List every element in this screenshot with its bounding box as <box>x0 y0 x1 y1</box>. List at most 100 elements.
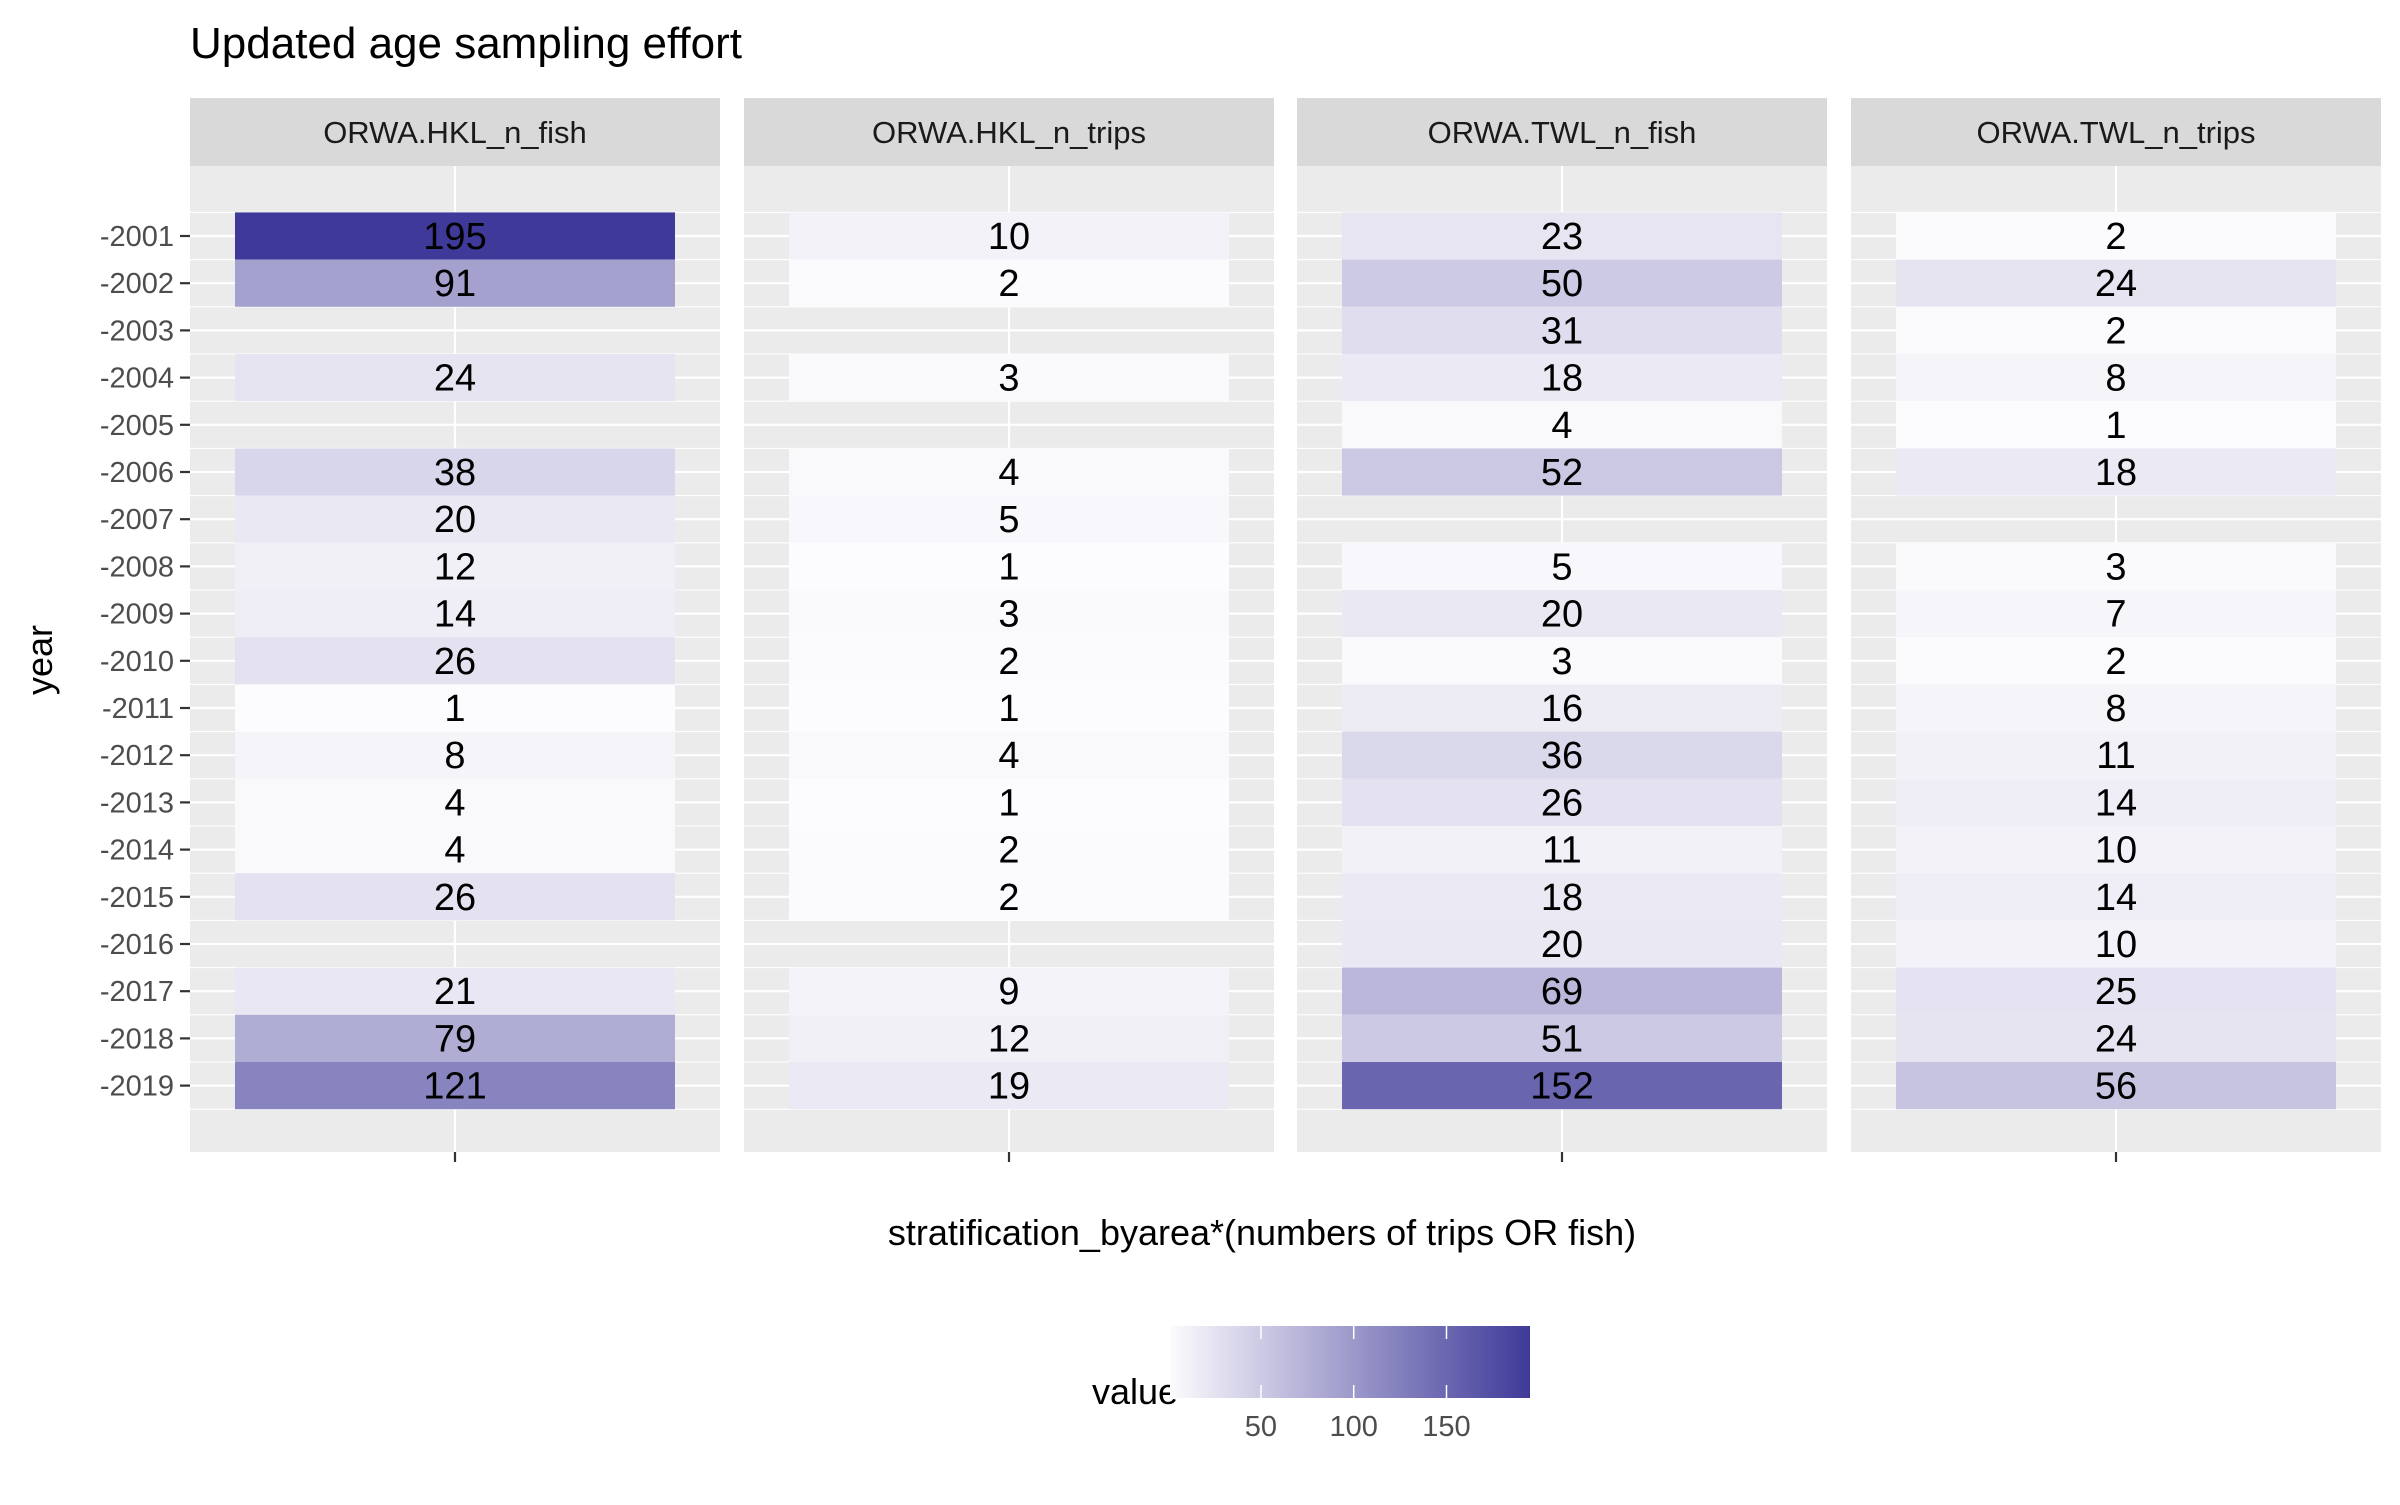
tile-value-label: 1 <box>998 782 1019 824</box>
tile-value-label: 12 <box>988 1018 1030 1060</box>
tile-value-label: 21 <box>434 971 476 1013</box>
heatmap-tile <box>789 542 1229 590</box>
tile-value-label: 19 <box>988 1066 1030 1108</box>
heatmap-tile <box>1342 873 1782 921</box>
color-legend: value 50 100 150 <box>1092 1326 1530 1443</box>
heatmap-tile <box>235 1062 675 1110</box>
heatmap-tile <box>789 259 1229 307</box>
tile-value-label: 3 <box>2105 546 2126 588</box>
heatmap-tile <box>235 259 675 307</box>
tile-value-label: 14 <box>2095 782 2137 824</box>
y-tick-label: -2008 <box>100 551 174 583</box>
tile-value-label: 26 <box>434 877 476 919</box>
tile-value-label: 56 <box>2095 1066 2137 1108</box>
y-axis: -2001 -2002 -2003 -2004 -2005 -2006 -2007 -2008… <box>100 221 190 1103</box>
tile-value-label: 195 <box>423 216 486 258</box>
panel-strip <box>1297 98 1827 166</box>
heatmap-tile <box>1896 212 2336 260</box>
heatmap-tile <box>235 967 675 1015</box>
heatmap-tile <box>235 1014 675 1062</box>
panel-strip-label: ORWA.HKL_n_fish <box>323 115 587 150</box>
heatmap-tile <box>235 354 675 402</box>
y-tick-label: -2016 <box>100 929 174 961</box>
panel-strip-label: ORWA.TWL_n_trips <box>1976 115 2255 150</box>
legend-tick-label: 150 <box>1422 1411 1470 1443</box>
tile-value-label: 18 <box>2095 452 2137 494</box>
legend-ticks: 50 100 150 <box>1245 1326 1471 1443</box>
y-tick-label: -2014 <box>100 835 174 867</box>
tile-value-label: 14 <box>434 594 476 636</box>
heatmap-tile <box>1896 542 2336 590</box>
legend-tick-label: 100 <box>1330 1411 1378 1443</box>
heatmap-tile <box>1342 354 1782 402</box>
tile-value-label: 4 <box>998 452 1019 494</box>
heatmap-tile <box>789 637 1229 685</box>
panel-strip <box>190 98 720 166</box>
chart-title: Updated age sampling effort <box>190 19 742 68</box>
tile-value-label: 23 <box>1541 216 1583 258</box>
tile-value-label: 4 <box>998 735 1019 777</box>
heatmap-tile <box>1896 684 2336 732</box>
heatmap-tile <box>235 778 675 826</box>
heatmap-tile <box>1342 212 1782 260</box>
heatmap-tile <box>1342 684 1782 732</box>
legend-tick-label: 50 <box>1245 1411 1277 1443</box>
tile-value-label: 8 <box>2105 688 2126 730</box>
heatmap-tile <box>235 448 675 496</box>
heatmap-tile <box>1896 778 2336 826</box>
tile-value-label: 1 <box>2105 405 2126 447</box>
tile-value-label: 14 <box>2095 877 2137 919</box>
heatmap-tile <box>789 448 1229 496</box>
heatmap-tile <box>1342 1014 1782 1062</box>
heatmap-tile <box>235 731 675 779</box>
heatmap-tile <box>1896 826 2336 874</box>
panel: ORWA.TWL_n_trips 2 24 2 8 1 18 3 7 2 8 11 14 10 14 10 25… <box>1851 98 2381 1162</box>
tile-value-label: 4 <box>444 782 465 824</box>
y-tick-label: -2013 <box>100 787 174 819</box>
tile-value-label: 1 <box>998 546 1019 588</box>
heatmap-tile <box>235 637 675 685</box>
tile-value-label: 11 <box>2096 735 2135 777</box>
tile-value-label: 51 <box>1541 1018 1583 1060</box>
y-tick-label: -2001 <box>100 221 174 253</box>
heatmap-tile <box>1342 542 1782 590</box>
tile-value-label: 1 <box>444 688 465 730</box>
heatmap-tile <box>789 1062 1229 1110</box>
heatmap-tile <box>235 212 675 260</box>
heatmap-tile <box>1896 920 2336 968</box>
y-tick-label: -2002 <box>100 268 174 300</box>
tile-value-label: 2 <box>2105 310 2126 352</box>
heatmap-tile <box>235 590 675 638</box>
y-tick-label: -2007 <box>100 504 174 536</box>
tile-value-label: 3 <box>998 358 1019 400</box>
heatmap-tile <box>1896 873 2336 921</box>
tile-value-label: 2 <box>2105 641 2126 683</box>
tile-value-label: 5 <box>998 499 1019 541</box>
tile-value-label: 2 <box>998 877 1019 919</box>
heatmap-tile <box>1342 401 1782 449</box>
heatmap-tile <box>1896 731 2336 779</box>
y-tick-label: -2006 <box>100 457 174 489</box>
heatmap-tile <box>789 590 1229 638</box>
tile-value-label: 50 <box>1541 263 1583 305</box>
y-tick-label: -2003 <box>100 315 174 347</box>
heatmap-tile <box>1342 448 1782 496</box>
heatmap-tile <box>235 873 675 921</box>
heatmap-tile <box>1896 1062 2336 1110</box>
tile-value-label: 2 <box>998 641 1019 683</box>
tile-value-label: 9 <box>998 971 1019 1013</box>
panels-layer: ORWA.HKL_n_fish1959124382012142618442621… <box>190 98 2381 1162</box>
heatmap-tile <box>789 1014 1229 1062</box>
heatmap-tile <box>1342 590 1782 638</box>
tile-value-label: 10 <box>2095 924 2137 966</box>
heatmap-tile <box>1896 448 2336 496</box>
heatmap-tile <box>1896 401 2336 449</box>
tile-value-label: 7 <box>2105 594 2126 636</box>
tile-value-label: 31 <box>1541 310 1583 352</box>
y-tick-label: -2017 <box>100 976 174 1008</box>
heatmap-tile <box>1896 1014 2336 1062</box>
legend-colorbar <box>1170 1326 1530 1398</box>
tile-value-label: 10 <box>2095 830 2137 872</box>
tile-value-label: 2 <box>998 830 1019 872</box>
